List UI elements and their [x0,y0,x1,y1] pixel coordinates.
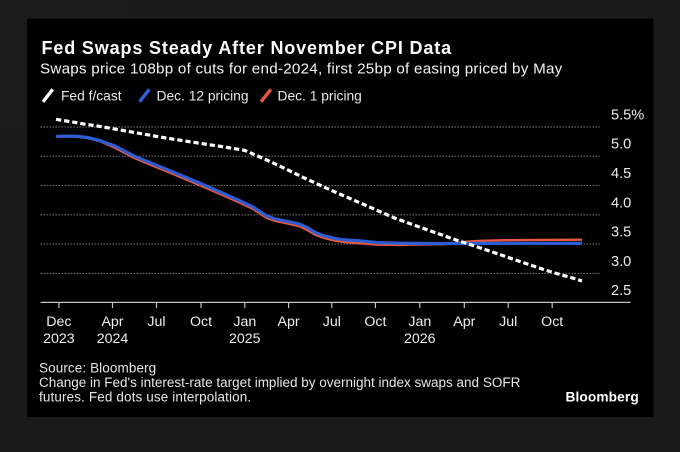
svg-text:2024: 2024 [97,331,129,347]
svg-text:Bloomberg: Bloomberg [566,389,639,404]
svg-text:Jul: Jul [323,314,341,330]
svg-text:Swaps price 108bp of cuts for: Swaps price 108bp of cuts for end-2024, … [40,61,563,78]
svg-text:5.0: 5.0 [611,137,631,153]
svg-text:Change in Fed's interest-rate: Change in Fed's interest-rate target imp… [39,375,521,390]
svg-text:2026: 2026 [404,331,436,347]
svg-text:4.5: 4.5 [611,166,631,182]
svg-text:Jul: Jul [499,314,517,330]
svg-text:Apr: Apr [278,314,300,330]
svg-text:Fed Swaps Steady After Novembe: Fed Swaps Steady After November CPI Data [42,38,453,58]
svg-text:Oct: Oct [541,314,563,330]
svg-text:2025: 2025 [229,331,261,347]
svg-text:Apr: Apr [101,314,123,330]
svg-text:3.0: 3.0 [611,254,631,270]
svg-text:Jan: Jan [408,314,431,330]
svg-text:Jul: Jul [147,314,165,330]
svg-text:5.5%: 5.5% [611,107,644,123]
svg-text:Apr: Apr [453,314,475,330]
svg-text:Source: Bloomberg: Source: Bloomberg [39,361,156,376]
svg-text:2023: 2023 [43,331,75,347]
svg-text:futures. Fed dots use interpol: futures. Fed dots use interpolation. [39,390,251,405]
svg-text:Dec. 12 pricing: Dec. 12 pricing [157,89,249,104]
svg-text:Fed f/cast: Fed f/cast [61,89,122,104]
svg-text:3.5: 3.5 [611,225,631,241]
svg-text:Oct: Oct [364,314,386,330]
svg-text:2.5: 2.5 [611,283,631,299]
svg-text:Oct: Oct [190,314,212,330]
svg-text:Dec. 1 pricing: Dec. 1 pricing [278,89,362,104]
svg-text:4.0: 4.0 [611,195,631,211]
svg-text:Jan: Jan [233,314,256,330]
svg-text:Dec: Dec [46,314,71,330]
